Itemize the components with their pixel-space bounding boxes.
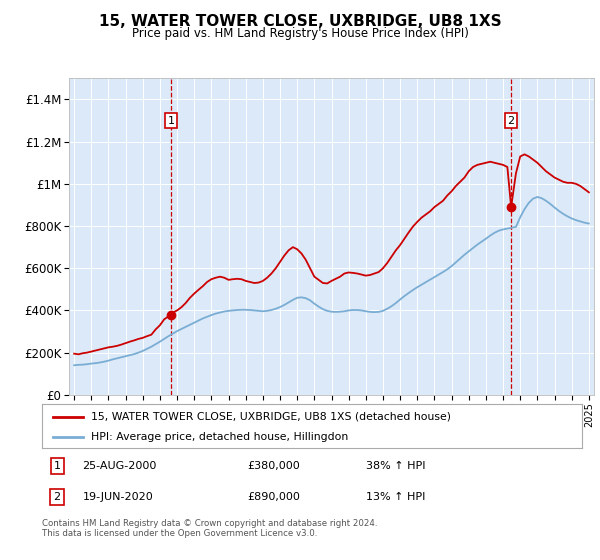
Text: 15, WATER TOWER CLOSE, UXBRIDGE, UB8 1XS: 15, WATER TOWER CLOSE, UXBRIDGE, UB8 1XS <box>98 14 502 29</box>
Text: 38% ↑ HPI: 38% ↑ HPI <box>366 461 425 471</box>
Text: £380,000: £380,000 <box>247 461 300 471</box>
Text: HPI: Average price, detached house, Hillingdon: HPI: Average price, detached house, Hill… <box>91 432 348 442</box>
Text: Contains HM Land Registry data © Crown copyright and database right 2024.
This d: Contains HM Land Registry data © Crown c… <box>42 519 377 538</box>
Text: 2: 2 <box>53 492 61 502</box>
Text: 15, WATER TOWER CLOSE, UXBRIDGE, UB8 1XS (detached house): 15, WATER TOWER CLOSE, UXBRIDGE, UB8 1XS… <box>91 412 451 422</box>
Text: 2: 2 <box>508 115 515 125</box>
Text: 1: 1 <box>53 461 61 471</box>
Text: £890,000: £890,000 <box>247 492 300 502</box>
Text: 25-AUG-2000: 25-AUG-2000 <box>83 461 157 471</box>
Text: Price paid vs. HM Land Registry's House Price Index (HPI): Price paid vs. HM Land Registry's House … <box>131 27 469 40</box>
Text: 1: 1 <box>167 115 175 125</box>
Text: 19-JUN-2020: 19-JUN-2020 <box>83 492 153 502</box>
Text: 13% ↑ HPI: 13% ↑ HPI <box>366 492 425 502</box>
